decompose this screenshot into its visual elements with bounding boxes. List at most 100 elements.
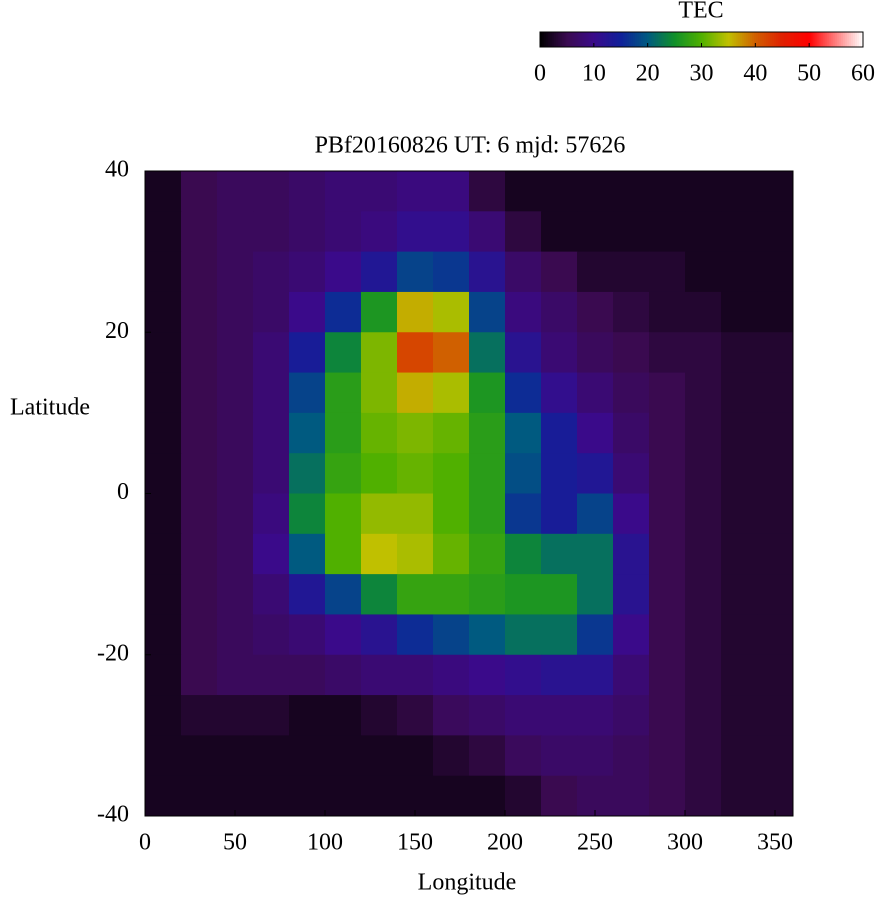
heat-cell bbox=[397, 695, 434, 736]
colorbar-strip bbox=[576, 32, 579, 47]
colorbar-strip bbox=[574, 32, 577, 47]
heat-cell bbox=[505, 251, 542, 293]
heat-cell bbox=[289, 614, 326, 656]
heat-cell bbox=[361, 493, 398, 535]
heat-cell bbox=[325, 372, 362, 414]
heat-cell bbox=[217, 735, 254, 777]
colorbar-strip bbox=[655, 32, 658, 47]
x-tick-label: 300 bbox=[667, 830, 703, 856]
colorbar-strip bbox=[792, 32, 795, 47]
heat-cell bbox=[721, 695, 758, 736]
colorbar-strip bbox=[804, 32, 808, 47]
heat-cell bbox=[577, 453, 614, 494]
heat-cell bbox=[145, 574, 182, 615]
heat-cell bbox=[325, 695, 362, 736]
heat-cell bbox=[649, 453, 686, 494]
colorbar-strip bbox=[544, 32, 547, 47]
heat-cell bbox=[577, 775, 614, 817]
colorbar-strip bbox=[844, 32, 848, 47]
heat-cell bbox=[289, 372, 326, 414]
heat-cell bbox=[289, 533, 326, 575]
heat-cell bbox=[469, 171, 506, 212]
heat-cell bbox=[253, 614, 290, 656]
colorbar-strip bbox=[568, 32, 571, 47]
heat-cell bbox=[757, 211, 794, 253]
colorbar-strip bbox=[834, 32, 838, 47]
heat-cell bbox=[541, 533, 578, 575]
heat-cell bbox=[145, 211, 182, 253]
colorbar-tick-label: 30 bbox=[690, 61, 714, 87]
colorbar-strip bbox=[778, 32, 781, 47]
colorbar-strip bbox=[745, 32, 749, 47]
heat-cell bbox=[361, 614, 398, 656]
colorbar-strip bbox=[790, 32, 793, 47]
colorbar-strip bbox=[717, 32, 721, 47]
colorbar-strip bbox=[713, 32, 717, 47]
heat-cell bbox=[613, 533, 650, 575]
colorbar-strip bbox=[693, 32, 697, 47]
heat-cell bbox=[613, 695, 650, 736]
heat-cell bbox=[361, 171, 398, 212]
colorbar-strip bbox=[681, 32, 684, 47]
heat-cell bbox=[469, 775, 506, 817]
heat-cell bbox=[685, 251, 722, 293]
heat-cell bbox=[469, 412, 506, 454]
heat-cell bbox=[181, 493, 218, 535]
heat-cell bbox=[757, 654, 794, 696]
heat-cell bbox=[361, 453, 398, 494]
heat-cell bbox=[577, 372, 614, 414]
colorbar-strip bbox=[610, 32, 614, 47]
colorbar-strip bbox=[626, 32, 630, 47]
heat-cell bbox=[217, 453, 254, 494]
heat-cell bbox=[505, 654, 542, 696]
colorbar-strip bbox=[788, 32, 791, 47]
heat-cell bbox=[577, 291, 614, 333]
heat-cell bbox=[469, 735, 506, 777]
heat-cell bbox=[685, 412, 722, 454]
heat-cell bbox=[325, 775, 362, 817]
heat-cell bbox=[649, 574, 686, 615]
colorbar-strip bbox=[751, 32, 755, 47]
heat-cell bbox=[433, 614, 470, 656]
heat-cell bbox=[505, 453, 542, 494]
colorbar-strip bbox=[838, 32, 842, 47]
colorbar-strip bbox=[594, 32, 598, 47]
heat-cell bbox=[253, 251, 290, 293]
heat-cell bbox=[361, 412, 398, 454]
heat-cell bbox=[217, 614, 254, 656]
heat-cell bbox=[685, 372, 722, 414]
heat-cell bbox=[613, 372, 650, 414]
colorbar-strip bbox=[542, 32, 545, 47]
chart-title: PBf20160826 UT: 6 mjd: 57626 bbox=[315, 133, 626, 159]
heat-cell bbox=[721, 614, 758, 656]
heat-cell bbox=[757, 372, 794, 414]
heat-cell bbox=[577, 533, 614, 575]
heat-cell bbox=[541, 775, 578, 817]
y-tick-label: 40 bbox=[105, 157, 129, 183]
colorbar-strip bbox=[729, 32, 733, 47]
colorbar-strip bbox=[719, 32, 723, 47]
heat-cell bbox=[361, 372, 398, 414]
heat-cell bbox=[145, 291, 182, 333]
heat-cell bbox=[613, 171, 650, 212]
heat-cell bbox=[289, 412, 326, 454]
colorbar-strip bbox=[818, 32, 822, 47]
heat-cell bbox=[145, 372, 182, 414]
colorbar-strip bbox=[856, 32, 860, 47]
heat-cell bbox=[505, 533, 542, 575]
heat-cell bbox=[757, 614, 794, 656]
x-tick-label: 200 bbox=[487, 830, 523, 856]
colorbar-strip bbox=[784, 32, 787, 47]
colorbar-strip bbox=[753, 32, 757, 47]
colorbar-strip bbox=[606, 32, 610, 47]
colorbar-strip bbox=[582, 32, 586, 47]
heat-cell bbox=[685, 291, 722, 333]
heat-cell bbox=[433, 735, 470, 777]
colorbar-strip bbox=[572, 32, 575, 47]
heat-cell bbox=[253, 695, 290, 736]
colorbar-strip bbox=[701, 32, 705, 47]
heat-cell bbox=[577, 211, 614, 253]
heat-cell bbox=[145, 735, 182, 777]
heat-cell bbox=[469, 251, 506, 293]
